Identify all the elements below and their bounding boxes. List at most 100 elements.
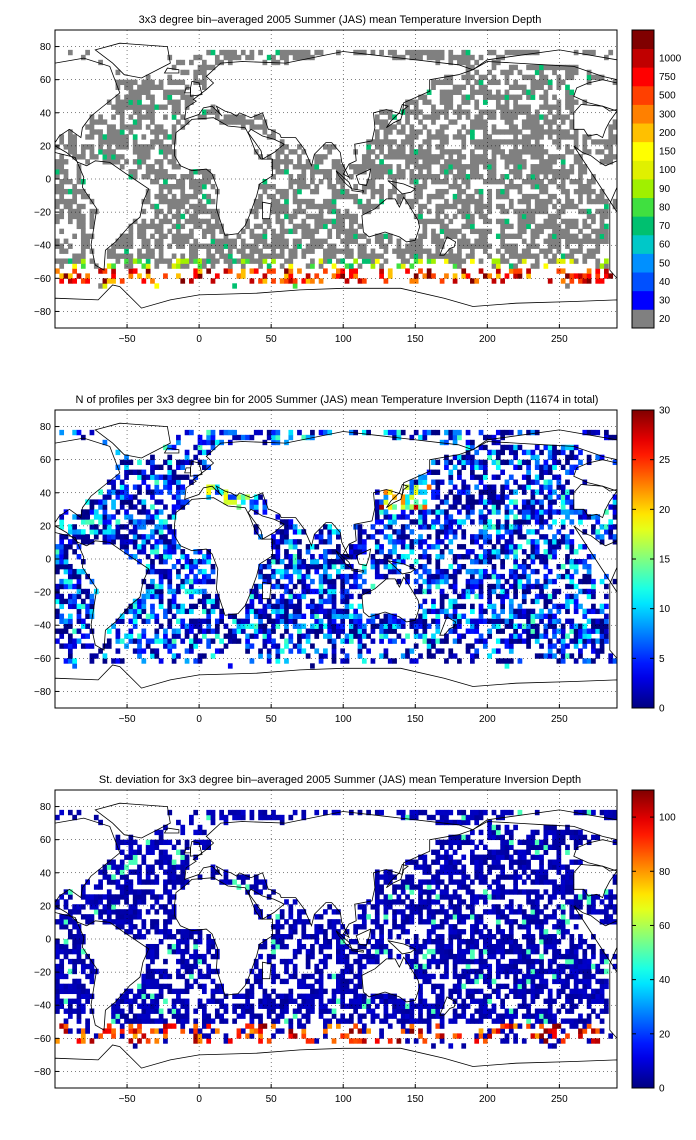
y-tick-label: 40 bbox=[40, 108, 52, 119]
data-cell bbox=[55, 183, 60, 190]
data-cell bbox=[59, 213, 65, 220]
data-cell bbox=[500, 104, 505, 110]
data-cell bbox=[578, 154, 583, 160]
data-cell bbox=[240, 628, 246, 634]
data-cell bbox=[482, 273, 488, 279]
coastline bbox=[439, 236, 457, 256]
data-cell bbox=[210, 213, 216, 220]
data-cell bbox=[418, 514, 423, 520]
data-cell bbox=[413, 54, 419, 61]
data-cell bbox=[72, 539, 78, 545]
data-cell bbox=[599, 648, 605, 654]
data-cell bbox=[348, 248, 354, 254]
data-cell bbox=[158, 598, 164, 605]
data-cell bbox=[431, 643, 436, 649]
data-cell bbox=[439, 479, 445, 485]
colorbar-swatch bbox=[632, 179, 654, 199]
data-cell bbox=[245, 243, 250, 249]
data-cell bbox=[552, 139, 557, 145]
data-cell bbox=[452, 568, 458, 575]
data-cell bbox=[132, 603, 138, 610]
data-cell bbox=[184, 193, 190, 200]
data-cell bbox=[193, 248, 199, 254]
data-cell bbox=[439, 598, 445, 605]
data-cell bbox=[275, 253, 281, 259]
data-cell bbox=[197, 114, 203, 120]
data-cell bbox=[180, 459, 186, 466]
data-cell bbox=[80, 238, 86, 244]
data-cell bbox=[284, 524, 289, 530]
data-cell bbox=[323, 613, 328, 619]
data-cell bbox=[413, 499, 419, 505]
data-cell bbox=[67, 529, 73, 535]
data-cell bbox=[517, 429, 523, 436]
data-cell bbox=[418, 233, 423, 239]
data-cell bbox=[504, 183, 510, 190]
data-cell bbox=[271, 243, 276, 249]
data-cell bbox=[426, 588, 432, 595]
data-cell bbox=[526, 578, 531, 585]
data-cell bbox=[128, 84, 134, 90]
data-cell bbox=[379, 638, 384, 644]
data-cell bbox=[67, 203, 73, 210]
data-cell bbox=[72, 628, 78, 634]
data-cell bbox=[556, 228, 562, 235]
data-cell bbox=[444, 188, 449, 195]
data-cell bbox=[470, 198, 475, 205]
data-cell bbox=[193, 74, 199, 81]
data-cell bbox=[171, 544, 177, 550]
data-cell bbox=[435, 459, 441, 466]
data-cell bbox=[491, 494, 497, 500]
data-cell bbox=[331, 253, 337, 259]
data-cell bbox=[465, 554, 471, 560]
data-cell bbox=[89, 134, 95, 140]
data-cell bbox=[357, 524, 363, 530]
x-tick-label: 150 bbox=[407, 334, 424, 345]
data-cell bbox=[297, 183, 302, 190]
data-cell bbox=[521, 504, 527, 510]
data-cell bbox=[361, 233, 367, 239]
data-cell bbox=[240, 119, 246, 125]
data-cell bbox=[539, 223, 544, 230]
data-cell bbox=[284, 618, 289, 624]
data-cell bbox=[465, 618, 471, 624]
data-cell bbox=[258, 49, 263, 56]
data-cell bbox=[448, 573, 454, 580]
data-cell bbox=[470, 213, 475, 220]
data-cell bbox=[292, 563, 298, 570]
data-cell bbox=[457, 258, 462, 264]
data-cell bbox=[405, 268, 410, 274]
data-cell bbox=[452, 263, 458, 269]
data-cell bbox=[595, 648, 601, 654]
data-cells bbox=[55, 429, 617, 669]
data-cell bbox=[305, 278, 311, 284]
data-cell bbox=[604, 139, 609, 145]
data-cell bbox=[556, 648, 562, 654]
data-cell bbox=[361, 578, 367, 585]
data-cell bbox=[513, 583, 518, 590]
data-cell bbox=[55, 598, 60, 605]
data-cell bbox=[439, 164, 445, 170]
data-cell bbox=[448, 628, 454, 634]
data-cell bbox=[591, 514, 596, 520]
data-cell bbox=[331, 223, 337, 230]
data-cell bbox=[163, 144, 168, 150]
data-cell bbox=[413, 578, 419, 585]
data-cell bbox=[452, 573, 458, 580]
data-cell bbox=[374, 139, 380, 145]
data-cell bbox=[547, 643, 553, 649]
data-cell bbox=[539, 124, 544, 130]
data-cell bbox=[59, 429, 65, 436]
data-cell bbox=[595, 149, 601, 155]
data-cell bbox=[552, 593, 557, 600]
data-cell bbox=[586, 608, 592, 615]
data-cell bbox=[470, 583, 475, 590]
data-cell bbox=[366, 588, 371, 595]
data-cell bbox=[158, 104, 164, 110]
data-cell bbox=[310, 429, 315, 436]
data-cell bbox=[141, 134, 147, 140]
data-cell bbox=[314, 223, 320, 230]
data-cell bbox=[508, 643, 514, 649]
data-cell bbox=[119, 154, 125, 160]
data-cell bbox=[201, 74, 207, 81]
